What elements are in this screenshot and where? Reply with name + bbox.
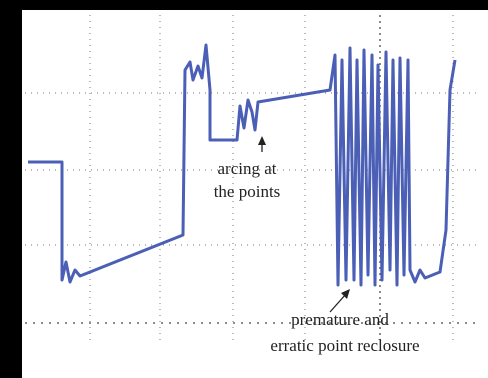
top-border	[0, 0, 488, 10]
scope-screenshot: arcing at the points premature and errat…	[0, 0, 488, 378]
annotation: arcing at	[218, 159, 277, 178]
annotation: premature and	[291, 310, 389, 329]
left-border	[0, 0, 22, 378]
page: arcing at the points premature and errat…	[0, 0, 488, 378]
annotation: the points	[214, 182, 281, 201]
annotation: erratic point reclosure	[270, 336, 419, 355]
